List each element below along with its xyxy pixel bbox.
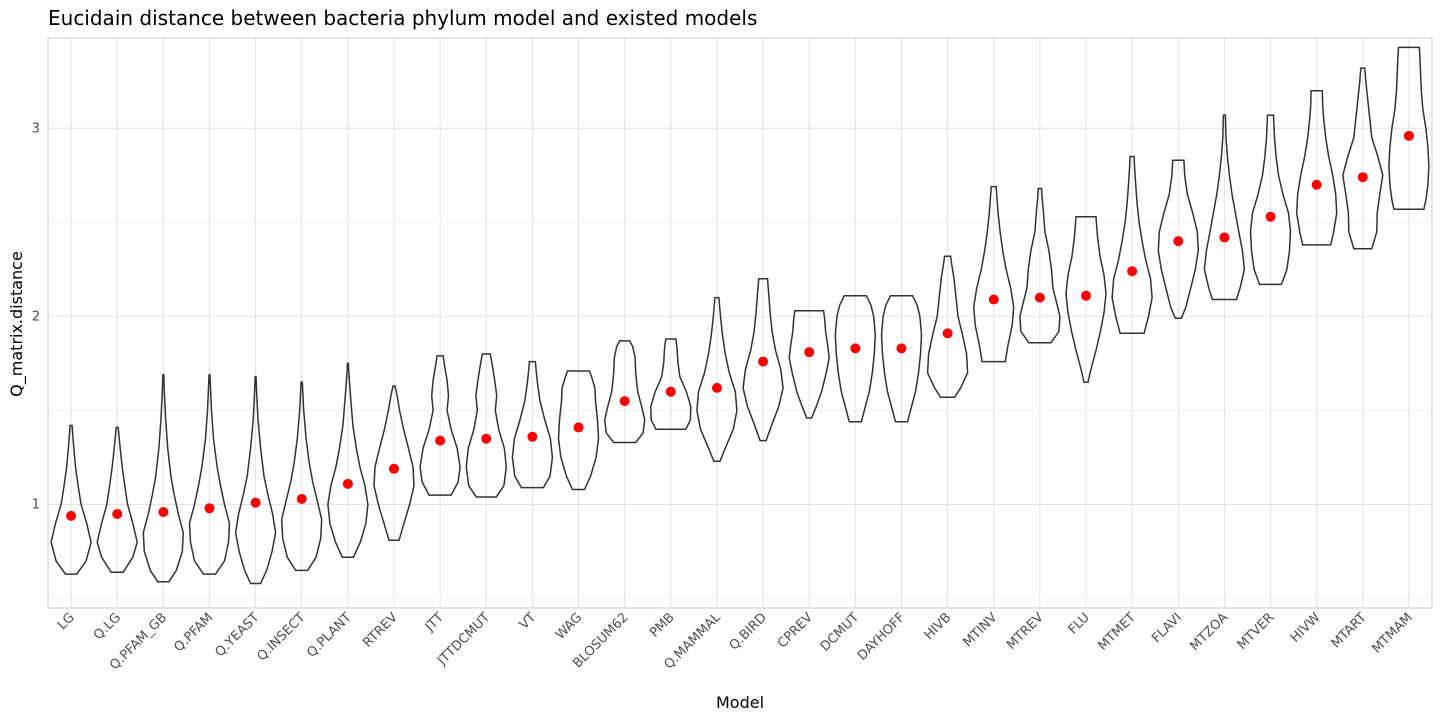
mean-point-q-yeast	[250, 497, 261, 508]
violin-q-lg	[96, 426, 138, 574]
x-tick-label: FLU	[1066, 610, 1093, 637]
mean-point-hivb	[942, 328, 953, 339]
x-tick-label: FLAVI	[1149, 610, 1185, 646]
mean-point-mtart	[1357, 172, 1368, 183]
y-tick-label: 1	[32, 498, 40, 513]
x-tick-label: DAYHOFF	[855, 610, 908, 663]
mean-point-q-bird	[758, 356, 769, 367]
mean-point-dcmut	[850, 343, 861, 354]
violin-mtmet	[1111, 155, 1153, 335]
mean-point-mtmam	[1403, 130, 1414, 141]
plot-panel-border	[47, 37, 1433, 609]
x-tick-label: HIVB	[922, 610, 955, 643]
x-tick-label: MTVER	[1235, 610, 1278, 653]
mean-point-q-plant	[342, 478, 353, 489]
y-tick-label: 2	[32, 309, 40, 324]
x-tick-label: Q.BIRD	[727, 610, 770, 653]
violin-mtinv	[972, 185, 1015, 363]
mean-point-q-pfam	[204, 503, 215, 514]
violin-flavi	[1157, 159, 1200, 320]
x-tick-label: DCMUT	[818, 610, 862, 654]
violin-q-mammal	[696, 296, 738, 463]
mean-point-mtzoa	[1219, 232, 1230, 243]
minor-gridlines	[48, 221, 1432, 600]
x-tick-label: JTT	[422, 610, 447, 635]
x-tick-label: PMB	[647, 610, 677, 640]
x-tick-label: MTMAM	[1369, 610, 1415, 656]
x-tick-label: MTZOA	[1187, 610, 1231, 654]
violin-cprev	[788, 310, 830, 419]
violin-q-pfam	[188, 373, 231, 575]
mean-point-vt	[527, 431, 538, 442]
violin-pmb	[650, 338, 692, 431]
mean-point-jttdcmut	[481, 433, 492, 444]
violin-flu	[1065, 215, 1107, 384]
mean-point-wag	[573, 422, 584, 433]
mean-point-lg	[66, 510, 77, 521]
x-tick-label: MTINV	[961, 610, 1001, 650]
x-tick-label: Q.PLANT	[304, 610, 354, 660]
violin-mtver	[1249, 114, 1292, 286]
violin-q-pfam-gb	[142, 373, 185, 583]
violins	[50, 46, 1430, 585]
x-tick-label: Q.LG	[91, 610, 124, 643]
x-tick-label: WAG	[553, 610, 585, 642]
violin-q-plant	[327, 362, 369, 558]
mean-point-mtver	[1265, 211, 1276, 222]
x-tick-label: LG	[55, 610, 78, 633]
x-tick-label: RTREV	[360, 610, 400, 650]
violin-hivw	[1295, 89, 1338, 246]
violin-wag	[557, 370, 600, 491]
mean-point-flu	[1081, 290, 1091, 301]
x-tick-label: MTREV	[1004, 610, 1047, 653]
violin-rtrev	[373, 385, 415, 542]
mean-point-jtt	[435, 435, 446, 446]
violin-q-yeast	[234, 375, 277, 585]
major-gridlines	[48, 38, 1432, 608]
x-tick-label: Q.PFAM	[171, 610, 216, 655]
mean-point-flavi	[1173, 236, 1184, 247]
violin-lg	[50, 424, 92, 575]
x-tick-label: MTMET	[1095, 610, 1139, 654]
violin-hivb	[926, 255, 969, 399]
violin-vt	[511, 360, 554, 489]
violin-q-insect	[280, 381, 323, 572]
x-tick-label: MTART	[1329, 610, 1370, 651]
mean-point-q-lg	[112, 508, 123, 519]
mean-point-q-pfam-gb	[158, 507, 169, 518]
chart-title: Eucidain distance between bacteria phylu…	[48, 6, 757, 30]
mean-point-mtmet	[1127, 266, 1138, 277]
y-tick-label: 3	[32, 121, 40, 136]
mean-points	[66, 130, 1414, 521]
violin-mtart	[1342, 67, 1384, 250]
violin-jtt	[419, 355, 461, 496]
mean-point-dayhoff	[896, 343, 907, 354]
x-tick-label: VT	[517, 610, 540, 633]
violin-q-bird	[742, 278, 784, 442]
mean-point-cprev	[804, 347, 815, 358]
x-tick-label: Q.INSECT	[255, 610, 309, 664]
violin-mtzoa	[1203, 114, 1246, 301]
mean-point-hivw	[1311, 179, 1322, 190]
y-axis-title: Q_matrix.distance	[7, 251, 27, 397]
violin-mtrev	[1019, 187, 1061, 344]
violin-dcmut	[834, 294, 877, 423]
mean-point-rtrev	[389, 463, 399, 474]
x-tick-label: HIVW	[1288, 610, 1324, 646]
x-tick-label: CPREV	[775, 610, 816, 651]
violin-jttdcmut	[465, 353, 508, 498]
mean-point-q-mammal	[711, 382, 722, 393]
violin-blosum62	[603, 340, 646, 444]
mean-point-q-insect	[296, 493, 307, 504]
mean-point-mtinv	[988, 294, 999, 305]
y-axis-ticks: 1 2 3	[32, 121, 40, 512]
mean-point-pmb	[665, 386, 676, 397]
violin-mtmam	[1388, 46, 1430, 210]
mean-point-blosum62	[619, 396, 630, 407]
violin-dayhoff	[880, 294, 923, 423]
mean-point-mtrev	[1034, 292, 1045, 303]
x-axis-title: Model	[716, 693, 764, 712]
x-axis-ticks: LG Q.LGQ.PFAM_GB Q.PFAMQ.YEASTQ.INSECTQ.PL…	[55, 610, 1416, 674]
